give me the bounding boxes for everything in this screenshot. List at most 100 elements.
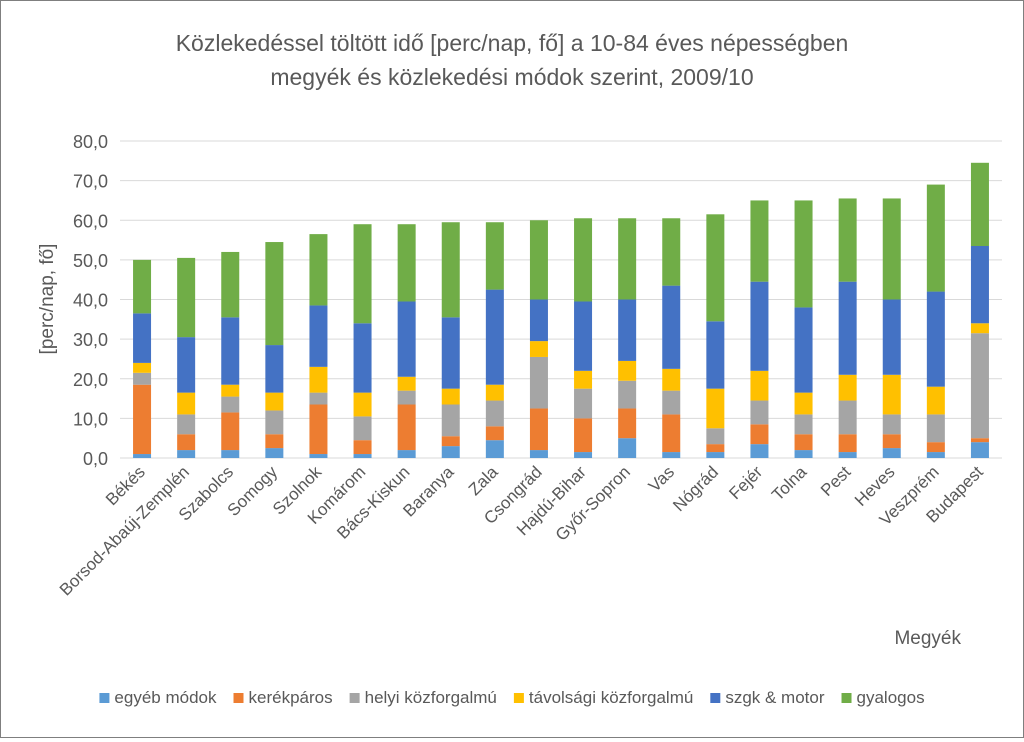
bar-segment (750, 370, 769, 401)
bar-segment (265, 434, 284, 449)
bar-segment (397, 390, 416, 405)
bar-segment (882, 448, 901, 458)
bar-segment (529, 450, 548, 458)
bar-segment (529, 341, 548, 357)
bar-segment (441, 388, 460, 405)
legend-item: helyi közforgalmú (349, 688, 497, 707)
bar-segment (750, 424, 769, 445)
bar-segment (441, 436, 460, 447)
bar-segment (353, 454, 372, 458)
bar-segment (441, 222, 460, 318)
bar-segment (397, 450, 416, 458)
x-tick-label: Fejér (725, 462, 766, 503)
x-tick-label: Tolna (768, 462, 811, 505)
bar-segment (353, 224, 372, 324)
bar-segment (882, 299, 901, 375)
bar-segment (485, 222, 504, 290)
bar-segment (133, 362, 152, 373)
bar-segment (838, 452, 857, 458)
bar-segment (662, 452, 681, 458)
bar-segment (265, 345, 284, 393)
bar-segment (970, 333, 989, 439)
bar-segment (574, 418, 593, 453)
x-tick-label: Somogy (224, 462, 282, 520)
x-tick-label: Vas (645, 462, 678, 495)
bar-segment (397, 376, 416, 391)
bar-segment (221, 317, 240, 385)
bar-segment (706, 452, 725, 458)
x-axis-label: Megyék (894, 628, 961, 649)
bar-segment (133, 313, 152, 363)
bar-segment (794, 450, 813, 458)
bar-segment (794, 392, 813, 415)
bar-segment (265, 392, 284, 411)
bar-segment (574, 388, 593, 419)
y-tick-label: 40,0 (73, 291, 108, 311)
bar-segment (221, 396, 240, 413)
bar-segment (441, 404, 460, 437)
legend-swatch (349, 693, 360, 703)
bar-segment (882, 434, 901, 449)
bar-segment (750, 400, 769, 425)
bar-segment (177, 434, 196, 451)
legend-item: gyalogos (841, 688, 925, 707)
legend-item: távolsági közforgalmú (513, 688, 693, 707)
bar-segment (618, 360, 637, 381)
bar-segment (926, 291, 945, 387)
bar-segment (353, 440, 372, 455)
bar-segment (882, 374, 901, 415)
legend-swatch (710, 693, 721, 703)
bar-segment (529, 220, 548, 300)
bar-segment (838, 374, 857, 401)
legend-swatch (841, 693, 852, 703)
bar-segment (662, 414, 681, 453)
legend-item: szgk & motor (710, 688, 825, 707)
bar-segment (706, 214, 725, 322)
legend-label: szgk & motor (725, 688, 825, 707)
y-tick-label: 60,0 (73, 211, 108, 231)
bar-segment (177, 392, 196, 415)
bar-segment (838, 198, 857, 282)
bar-segment (574, 218, 593, 302)
chart-title-line-1: Közlekedéssel töltött idő [perc/nap, fő]… (176, 30, 849, 56)
legend-label: gyalogos (857, 688, 925, 707)
legend-label: távolsági közforgalmú (529, 688, 693, 707)
chart-title-line-2: megyék és közlekedési módok szerint, 200… (270, 64, 753, 90)
bar-segment (662, 218, 681, 286)
bar-segment (970, 438, 989, 443)
bar-segment (353, 416, 372, 441)
bar-segment (970, 246, 989, 324)
bar-segment (221, 251, 240, 318)
y-axis-ticks: 0,0 10,0 20,0 30,0 40,0 50,0 60,0 70,0 80,0 (73, 132, 108, 469)
x-tick-label: Nógrád (669, 462, 722, 515)
bar-segment (177, 337, 196, 393)
bar-segment (177, 257, 196, 338)
bar-segment (309, 305, 328, 367)
bar-segment (926, 452, 945, 458)
legend-item: egyéb módok (99, 688, 217, 707)
bar-segment (309, 392, 328, 405)
bar-segment (397, 301, 416, 377)
bar-segment (662, 390, 681, 415)
legend-label: kerékpáros (249, 688, 333, 707)
bar-segment (397, 224, 416, 302)
chart-title: Közlekedéssel töltött idő [perc/nap, fő]… (176, 30, 849, 90)
bar-segment (970, 162, 989, 247)
x-axis-ticks: BékésBorsod-Abaúj-ZemplénSzabolcsSomogyS… (56, 462, 987, 599)
bar-segment (133, 384, 152, 455)
legend-label: helyi közforgalmú (365, 688, 497, 707)
bar-segment (794, 200, 813, 308)
x-tick-label: Zala (465, 462, 502, 499)
bar-segment (838, 281, 857, 375)
bar-segment (309, 366, 328, 393)
y-tick-label: 10,0 (73, 409, 108, 429)
bar-segment (265, 410, 284, 435)
bar-segment (221, 412, 240, 451)
y-tick-label: 30,0 (73, 330, 108, 350)
y-axis-label: [perc/nap, fő] (37, 244, 58, 355)
bar-segment (618, 299, 637, 361)
y-tick-label: 0,0 (83, 449, 108, 469)
bar-segment (618, 380, 637, 409)
